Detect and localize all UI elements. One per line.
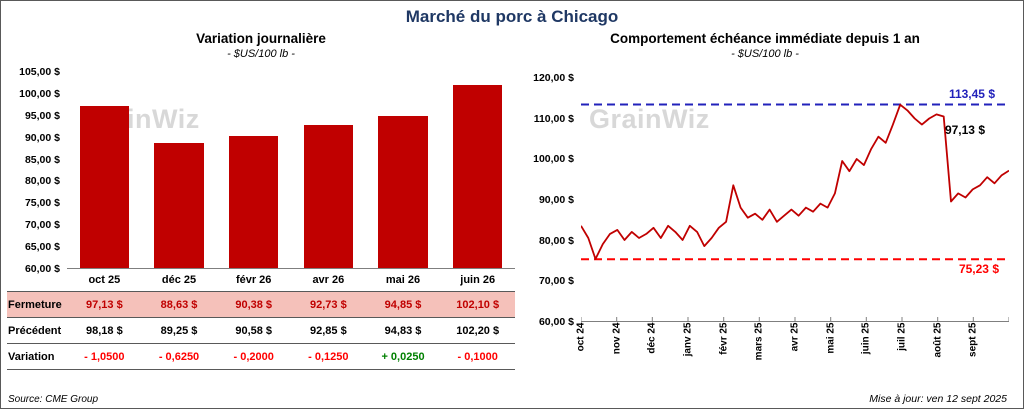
annotation-last: 97,13 $ [944, 122, 985, 137]
bar-x-label: avr 26 [312, 274, 345, 286]
table-cell: - 0,1000 [457, 350, 498, 363]
left-chart-panel: Variation journalière - $US/100 lb - 105… [1, 29, 519, 406]
line-x-label: févr 25 [718, 322, 730, 355]
annotation-low: 75,23 $ [958, 262, 999, 277]
line-y-tick-label: 80,00 $ [538, 234, 574, 247]
line-x-labels: oct 24 nov 24 déc 24 janv 25 févr 25 mars 25 a… [576, 322, 1009, 372]
bar-déc 25 [154, 143, 204, 268]
bar-mai 26 [378, 116, 428, 268]
row-label: Fermeture [8, 298, 62, 311]
line-x-label: déc 24 [646, 322, 658, 354]
line-y-tick-label: 120,00 $ [533, 72, 574, 84]
bar-y-tick-label: 85,00 $ [24, 153, 60, 166]
table-row-variation: Variation - 1,0500 - 0,6250 - 0,2000 - 0,125… [7, 344, 515, 370]
bar-y-tick-label: 65,00 $ [24, 241, 60, 254]
bar-x-labels: oct 25 déc 25 févr 26 avr 26 mai 26 juin 26 [67, 274, 515, 286]
content: Variation journalière - $US/100 lb - 105… [1, 29, 1023, 406]
bar-slot-déc 25 [142, 72, 217, 268]
table-cell: - 1,0500 [84, 350, 125, 363]
table-cell: - 0,2000 [233, 350, 274, 363]
row-label: Variation [8, 350, 55, 363]
bar-y-tick-label: 60,00 $ [24, 263, 60, 275]
line-chart-subtitle: - $US/100 lb - [731, 48, 799, 60]
table-cell: 92,85 $ [310, 324, 347, 337]
line-x-label: avr 25 [789, 322, 801, 352]
table-cell: - 0,6250 [158, 350, 200, 363]
data-table: Fermeture 97,13 $ 88,63 $ 90,38 $ 92,73 $ 94,… [7, 291, 515, 370]
line-chart-title: Comportement échéance immédiate depuis 1… [610, 31, 920, 46]
source-note: Source: CME Group [8, 394, 99, 405]
bar-x-label: juin 26 [460, 274, 496, 286]
bar-chart-title: Variation journalière [196, 31, 326, 46]
bar-oct 25 [79, 106, 129, 268]
line-chart-area: 120,00 $ 110,00 $ 100,00 $ 90,00 $ 80,00 $ 70… [521, 72, 1009, 328]
line-x-label: oct 24 [575, 322, 587, 352]
bar-chart-plot: GrainWiz [67, 72, 515, 269]
table-cell: 102,10 $ [456, 298, 500, 311]
line-x-label: mai 25 [825, 322, 837, 354]
right-chart-panel: Comportement échéance immédiate depuis 1… [519, 29, 1019, 406]
annotation-high: 113,45 $ [948, 86, 995, 101]
bar-y-tick-label: 75,00 $ [24, 197, 60, 210]
line-y-tick-label: 70,00 $ [538, 275, 574, 288]
row-label: Précédent [8, 324, 62, 337]
bar-chart-area: 105,00 $ 100,00 $ 95,00 $ 90,00 $ 85,00 $ 80,… [7, 66, 515, 275]
bar-y-tick-label: 90,00 $ [24, 131, 60, 144]
bar-slot-févr 26 [216, 72, 291, 268]
bar-y-tick-label: 100,00 $ [19, 87, 60, 100]
line-x-label: juin 25 [860, 322, 872, 355]
table-cell: 102,20 $ [456, 324, 500, 337]
bar-y-tick-label: 80,00 $ [24, 175, 60, 188]
table-cell: 92,73 $ [310, 298, 347, 311]
bar-avr 26 [303, 125, 353, 268]
line-x-label: mars 25 [753, 322, 765, 361]
line-x-label: juil 25 [896, 322, 908, 351]
bar-y-tick-label: 105,00 $ [19, 66, 60, 78]
bar-x-label: déc 25 [161, 274, 197, 286]
line-y-tick-label: 90,00 $ [538, 194, 574, 206]
line-x-label: janv 25 [682, 322, 694, 357]
table-cell: 97,13 $ [85, 298, 123, 311]
table-row-précédent: Précédent 98,18 $ 89,25 $ 90,58 $ 92,85 $ 94,… [7, 318, 515, 344]
page-title: Marché du porc à Chicago [405, 7, 619, 26]
bar-x-label: févr 26 [235, 274, 272, 286]
bar-slot-mai 26 [366, 72, 441, 268]
table-cell: 88,63 $ [160, 298, 198, 311]
line-chart-svg [581, 103, 1009, 321]
price-line [581, 103, 1009, 260]
line-y-axis: 120,00 $ 110,00 $ 100,00 $ 90,00 $ 80,00 $ 70… [521, 72, 581, 328]
bar-slot-juin 26 [440, 72, 515, 268]
bar-chart-subtitle: - $US/100 lb - [227, 48, 295, 60]
line-y-tick-label: 60,00 $ [538, 316, 574, 328]
table-cell: 98,18 $ [85, 324, 123, 337]
bar-y-tick-label: 70,00 $ [24, 219, 60, 232]
table-cell: 89,25 $ [160, 324, 198, 337]
table-row-fermeture: Fermeture 97,13 $ 88,63 $ 90,38 $ 92,73 $ 94,… [7, 292, 515, 318]
bar-slot-avr 26 [291, 72, 366, 268]
table-cell: 94,85 $ [384, 298, 422, 311]
line-x-label: août 25 [932, 322, 944, 358]
table-cell: + 0,0250 [381, 350, 425, 363]
table-cell: - 0,1250 [308, 350, 349, 363]
table-cell: 94,83 $ [384, 324, 422, 337]
line-x-label: nov 24 [611, 322, 623, 355]
line-chart-plot: GrainWiz 113,45 $75,23 $97,13 $ [581, 78, 1009, 322]
table-cell: 90,38 $ [235, 298, 273, 311]
bar-x-label: mai 26 [385, 274, 421, 286]
bar-slot-oct 25 [67, 72, 142, 268]
update-note: Mise à jour: ven 12 sept 2025 [869, 393, 1007, 405]
bar-févr 26 [229, 135, 279, 268]
bar-y-axis: 105,00 $ 100,00 $ 95,00 $ 90,00 $ 85,00 $ 80,… [7, 66, 67, 275]
table-cell: 90,58 $ [235, 324, 273, 337]
bar-juin 26 [453, 84, 503, 268]
line-y-tick-label: 110,00 $ [533, 112, 574, 125]
bar-x-label: oct 25 [88, 274, 121, 286]
bar-x-axis: oct 25 déc 25 févr 26 avr 26 mai 26 juin 26 [7, 269, 515, 291]
line-y-tick-label: 100,00 $ [533, 153, 574, 166]
line-x-label: sept 25 [967, 322, 979, 357]
bar-y-tick-label: 95,00 $ [24, 109, 60, 122]
